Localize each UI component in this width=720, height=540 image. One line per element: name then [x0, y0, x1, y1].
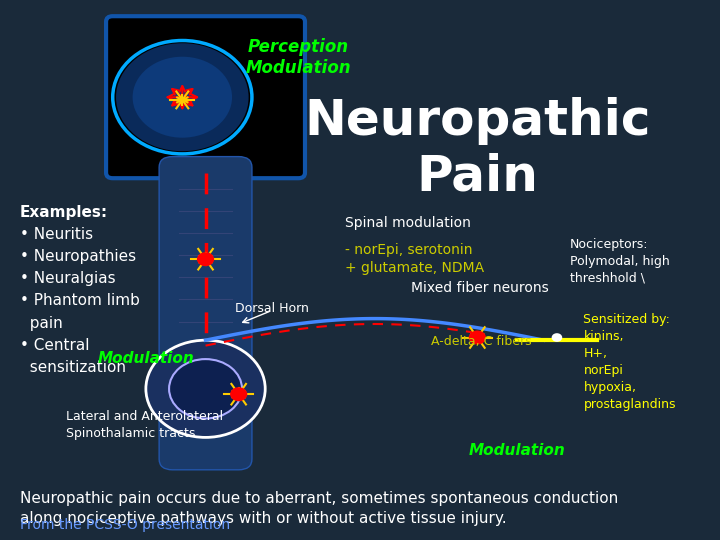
Text: Modulation: Modulation — [97, 351, 194, 366]
Circle shape — [169, 359, 242, 418]
Text: Mixed fiber neurons: Mixed fiber neurons — [411, 281, 549, 295]
Text: Modulation: Modulation — [469, 443, 565, 458]
FancyBboxPatch shape — [106, 16, 305, 178]
Text: Lateral and Anterolateral
Spinothalamic tracts: Lateral and Anterolateral Spinothalamic … — [66, 410, 223, 441]
Text: Neuropathic
Pain: Neuropathic Pain — [304, 97, 651, 201]
Text: - norEpi, serotonin
+ glutamate, NDMA: - norEpi, serotonin + glutamate, NDMA — [345, 243, 484, 275]
Text: Dorsal Horn: Dorsal Horn — [235, 302, 309, 315]
Circle shape — [552, 333, 562, 342]
Circle shape — [146, 340, 265, 437]
Text: Neuropathic pain occurs due to aberrant, sometimes spontaneous conduction
along : Neuropathic pain occurs due to aberrant,… — [20, 491, 618, 526]
Text: Nociceptors:
Polymodal, high
threshhold \: Nociceptors: Polymodal, high threshhold … — [570, 238, 670, 285]
Circle shape — [469, 330, 486, 345]
Text: Perception
Modulation: Perception Modulation — [246, 38, 351, 77]
FancyBboxPatch shape — [159, 157, 252, 470]
Circle shape — [116, 43, 248, 151]
Circle shape — [197, 252, 214, 266]
Text: From the PCSS-O presentation: From the PCSS-O presentation — [20, 518, 230, 532]
Circle shape — [230, 387, 247, 401]
Text: A-delta, C fibers: A-delta, C fibers — [431, 335, 531, 348]
Text: Examples:: Examples: — [20, 205, 108, 220]
Text: Spinal modulation: Spinal modulation — [345, 216, 471, 230]
Text: • Neuritis
• Neuropathies
• Neuralgias
• Phantom limb
  pain
• Central
  sensiti: • Neuritis • Neuropathies • Neuralgias •… — [20, 227, 140, 375]
Circle shape — [132, 57, 232, 138]
Text: Sensitized by:
kinins,
H+,
norEpi
hypoxia,
prostaglandins: Sensitized by: kinins, H+, norEpi hypoxi… — [583, 313, 676, 411]
